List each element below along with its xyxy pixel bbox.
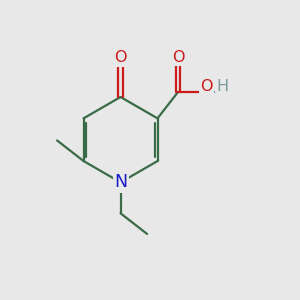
Text: N: N bbox=[114, 173, 127, 191]
Text: O: O bbox=[114, 50, 127, 65]
Text: O: O bbox=[200, 79, 212, 94]
Text: H: H bbox=[216, 79, 228, 94]
Text: O: O bbox=[172, 50, 184, 64]
